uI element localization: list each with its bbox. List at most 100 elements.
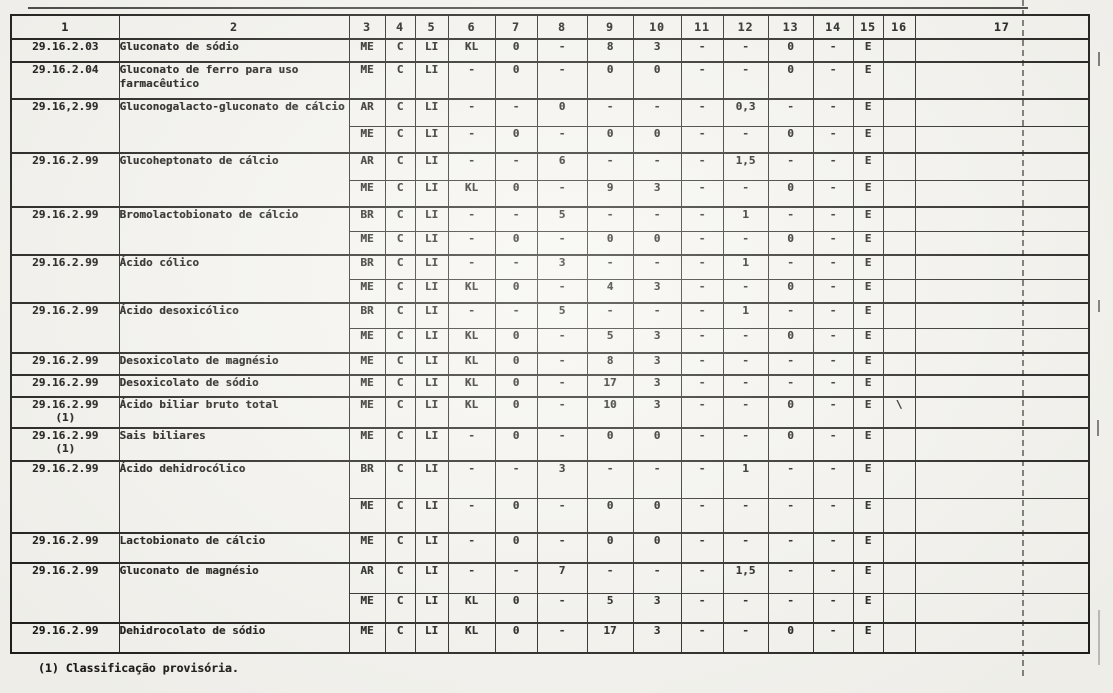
value-cell-col10: 0 — [632, 532, 682, 564]
value-cell-col8: - — [536, 396, 588, 429]
value-cell-col7: - — [494, 98, 538, 127]
table-row: 29.16.2.99 Bromolactobionato de cálcio BR C… — [10, 206, 1090, 256]
value-cell-col15: E — [852, 179, 884, 208]
table-row: 29.16.2.99 (1) Sais biliares ME C LI -0-0 0- -0-… — [10, 427, 1090, 462]
value-cell-col7: 0 — [494, 327, 538, 354]
value-cell-col3: ME — [348, 352, 386, 376]
value-cell-col7: 0 — [494, 374, 538, 398]
value-cell-col17 — [914, 179, 1090, 208]
column-header-9: 9 — [586, 14, 634, 40]
value-cell-col9: - — [586, 302, 634, 329]
value-cell-col5: LI — [414, 352, 449, 376]
value-cell-col10: 3 — [632, 38, 682, 63]
value-cell-col14: - — [812, 352, 854, 376]
value-cell-col17 — [914, 592, 1090, 624]
value-cell-col14: - — [812, 396, 854, 429]
table-row: 29.16.2.99 Desoxicolato de magnésio ME C LI K… — [10, 352, 1090, 376]
value-cell-col15: E — [852, 152, 884, 181]
value-cell-col11: - — [680, 374, 724, 398]
product-name-cell: Desoxicolato de sódio — [118, 374, 350, 398]
value-cell-col16 — [882, 622, 916, 654]
value-cell-col11: - — [680, 230, 724, 256]
value-cell-col13: - — [767, 352, 814, 376]
value-cell-col15: E — [852, 302, 884, 329]
value-cell-col6: KL — [447, 396, 496, 429]
value-cell-col8: 3 — [536, 254, 588, 280]
value-cell-col15: E — [852, 61, 884, 100]
value-cell-col9: 8 — [586, 352, 634, 376]
value-cell-col15: E — [852, 38, 884, 63]
value-cell-col6: - — [447, 61, 496, 100]
value-cell-col14: - — [812, 206, 854, 232]
code-text: 29.16.2.99 — [32, 534, 99, 547]
value-cell-col17 — [914, 427, 1090, 462]
value-cell-col15: E — [852, 460, 884, 499]
code-cell: 29.16.2.99 — [10, 460, 120, 534]
value-cell-col15: E — [852, 206, 884, 232]
value-cell-col8: - — [536, 327, 588, 354]
code-cell: 29.16.2.99 — [10, 562, 120, 624]
value-cell-col7: - — [494, 302, 538, 329]
value-cell-col8: - — [536, 532, 588, 564]
value-cell-col3: BR — [348, 460, 386, 499]
code-text: 29.16.2.99 — [32, 154, 99, 167]
value-cell-col11: - — [680, 532, 724, 564]
column-header-10: 10 — [632, 14, 682, 40]
value-cell-col3: BR — [348, 206, 386, 232]
product-name-cell: Lactobionato de cálcio — [118, 532, 350, 564]
value-cell-col17 — [914, 562, 1090, 594]
value-cell-col16 — [882, 179, 916, 208]
value-cell-col4: C — [384, 38, 416, 63]
code-text: 29.16.2.99 — [32, 304, 99, 317]
value-cell-col11: - — [680, 206, 724, 232]
value-cell-col10: 0 — [632, 427, 682, 462]
value-cell-col17 — [914, 125, 1090, 154]
value-cell-col7: 0 — [494, 532, 538, 564]
table-row: 29.16.2.99 (1) Ácido biliar bruto total ME C… — [10, 396, 1090, 429]
code-cell: 29.16.2.04 — [10, 61, 120, 100]
value-cell-col8: 0 — [536, 98, 588, 127]
value-cell-col10: - — [632, 98, 682, 127]
value-cell-col10: 3 — [632, 592, 682, 624]
value-cell-col6: KL — [447, 592, 496, 624]
scan-top-line — [28, 7, 1028, 9]
fold-line — [1022, 0, 1024, 676]
code-cell: 29.16.2.99 (1) — [10, 427, 120, 462]
value-cell-col10: - — [632, 460, 682, 499]
value-cell-col16 — [882, 302, 916, 329]
value-cell-col4: C — [384, 396, 416, 429]
value-cell-col8: 7 — [536, 562, 588, 594]
value-cell-col14: - — [812, 374, 854, 398]
value-cell-col5: LI — [414, 254, 449, 280]
value-cell-col15: E — [852, 622, 884, 654]
value-cell-col16 — [882, 497, 916, 534]
code-cell: 29.16,2.99 — [10, 98, 120, 154]
value-cell-col16 — [882, 532, 916, 564]
value-cell-col8: - — [536, 179, 588, 208]
value-cell-col6: KL — [447, 622, 496, 654]
value-cell-col4: C — [384, 497, 416, 534]
value-cell-col8: - — [536, 592, 588, 624]
value-cell-col5: LI — [414, 61, 449, 100]
value-cell-col7: 0 — [494, 179, 538, 208]
table-row: 29.16.2.99 Desoxicolato de sódio ME C LI KL 0-… — [10, 374, 1090, 398]
value-cell-col13: 0 — [767, 278, 814, 304]
value-cell-col6: - — [447, 125, 496, 154]
value-cell-col3: AR — [348, 562, 386, 594]
value-cell-col9: 8 — [586, 38, 634, 63]
column-header-17: 17 — [914, 14, 1090, 40]
value-cell-col15: E — [852, 352, 884, 376]
column-header-13: 13 — [767, 14, 814, 40]
value-cell-col7: 0 — [494, 278, 538, 304]
scan-edge-mark — [1098, 52, 1100, 66]
table-row: ME C LI KL 0-4 3- -0- E — [11, 278, 1090, 304]
value-cell-col9: 17 — [586, 622, 634, 654]
value-cell-col5: LI — [414, 278, 449, 304]
value-cell-col15: E — [852, 278, 884, 304]
table-row: ME C LI -0-0 0- - - - E — [11, 497, 1090, 534]
value-cell-col9: 0 — [586, 427, 634, 462]
value-cell-col15: E — [852, 592, 884, 624]
value-cell-col14: - — [812, 460, 854, 499]
value-cell-col10: 0 — [632, 125, 682, 154]
product-name-cell: Bromolactobionato de cálcio — [118, 206, 350, 256]
